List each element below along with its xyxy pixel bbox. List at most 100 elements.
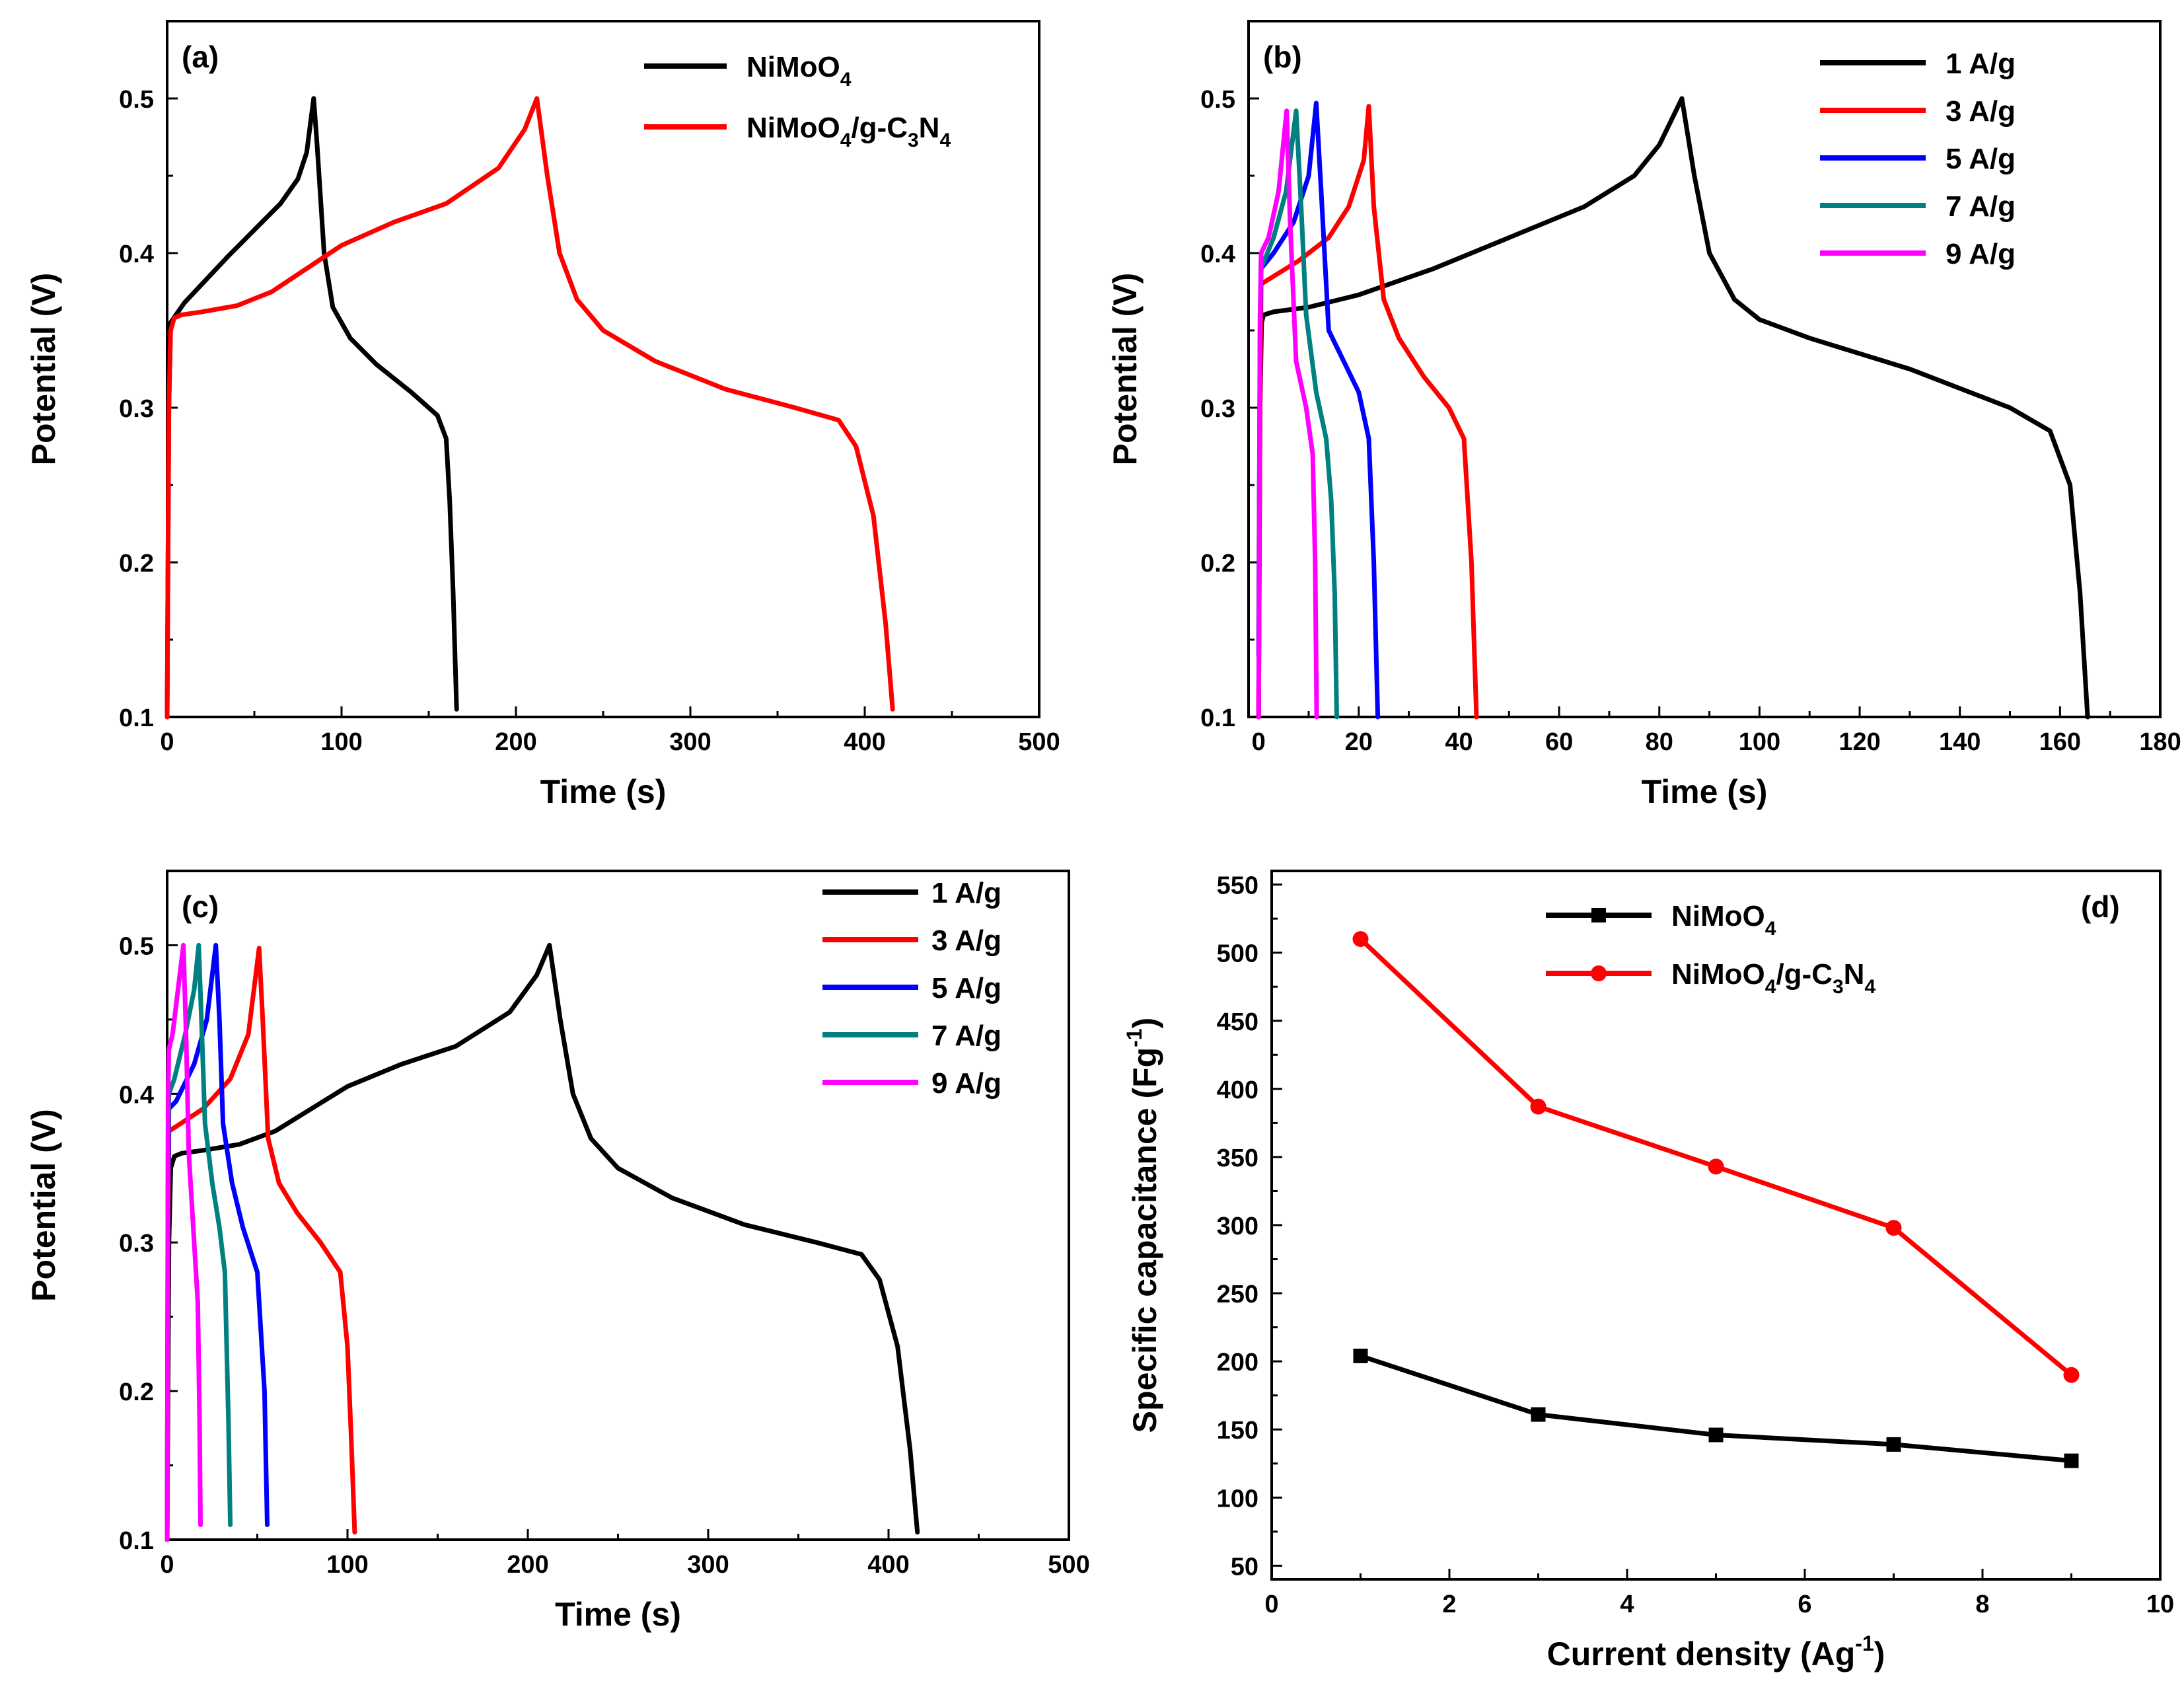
y-tick-label: 150 (1217, 1417, 1258, 1445)
x-tick-label: 100 (1739, 728, 1780, 756)
y-tick-label: 350 (1217, 1145, 1258, 1172)
y-tick-label: 0.1 (119, 704, 154, 732)
x-tick-label: 160 (2039, 728, 2081, 756)
legend-label: NiMoO4/g-C3N4 (1671, 958, 1875, 998)
series-line-3-A-g (164, 946, 357, 1542)
plot-frame (1247, 20, 2162, 718)
y-tick-label: 0.5 (1200, 86, 1235, 114)
legend-label: 9 A/g (931, 1067, 1001, 1100)
x-tick-label: 140 (1939, 728, 1981, 756)
x-tick-label: 40 (1445, 728, 1473, 756)
x-tick-label: 400 (844, 728, 885, 756)
x-tick-label: 500 (1018, 728, 1060, 756)
x-tick-label: 80 (1646, 728, 1673, 756)
legend-label: 7 A/g (1946, 190, 2016, 223)
x-tick-label: 300 (687, 1551, 729, 1579)
y-tick-label: 0.3 (119, 1230, 154, 1258)
x-tick-label: 500 (1048, 1551, 1089, 1579)
legend-label: 5 A/g (931, 972, 1001, 1004)
x-tick-label: 4 (1620, 1591, 1634, 1618)
y-tick-label: 250 (1217, 1281, 1258, 1308)
y-tick-label: 0.2 (119, 550, 154, 578)
data-point-square (1531, 1407, 1546, 1422)
chart-panel-2: 0 100 200 300 400 500 0.1 0.2 0.3 0.4 0.5 Time (s) P… (25, 870, 1090, 1633)
series-line-7-A-g (1256, 108, 1339, 720)
x-tick-label: 0 (160, 1551, 174, 1579)
x-tick-label: 20 (1345, 728, 1373, 756)
x-tick-label: 180 (2139, 728, 2181, 756)
data-point-square (1708, 1427, 1724, 1443)
chart-panel-0: 0 100 200 300 400 500 0.1 0.2 0.3 0.4 0.5 Time (s) P… (25, 20, 1060, 810)
plot-frame (166, 20, 1040, 718)
plot-frame (166, 870, 1070, 1541)
x-tick-label: 8 (1975, 1591, 1989, 1618)
legend-label: 7 A/g (931, 1020, 1001, 1052)
legend-marker (1591, 908, 1606, 922)
data-point-circle (1530, 1098, 1547, 1115)
series-line-NiMoO4-g-C3N4 (164, 96, 895, 720)
x-axis-label: Time (s) (540, 773, 667, 810)
y-tick-label: 200 (1217, 1349, 1258, 1376)
y-tick-label: 300 (1217, 1213, 1258, 1240)
series-line-NiMoO4 (164, 96, 459, 720)
legend-marker (1591, 965, 1607, 981)
x-tick-label: 200 (507, 1551, 548, 1579)
y-tick-label: 0.4 (119, 1081, 154, 1109)
x-tick-label: 300 (669, 728, 711, 756)
y-axis-label: Potential (V) (25, 1109, 62, 1302)
y-tick-label: 0.5 (119, 86, 154, 114)
x-tick-label: 120 (1838, 728, 1880, 756)
y-tick-label: 0.1 (119, 1527, 154, 1555)
data-point-circle (1708, 1158, 1724, 1175)
y-tick-label: 400 (1217, 1076, 1258, 1104)
x-axis-label: Time (s) (1642, 773, 1768, 810)
x-tick-label: 200 (495, 728, 536, 756)
x-axis-label: Time (s) (555, 1596, 681, 1633)
panel-label: (d) (2081, 889, 2120, 924)
y-axis-label: Specific capacitance (Fg-1) (1122, 1018, 1163, 1433)
x-axis-label: Current density (Ag-1) (1547, 1632, 1885, 1672)
series-line-NiMoO4 (1358, 1353, 2074, 1464)
y-axis-label: Potential (V) (1107, 273, 1144, 466)
y-axis-label: Potential (V) (25, 273, 62, 466)
y-tick-label: 450 (1217, 1008, 1258, 1036)
legend-label: 3 A/g (1946, 95, 2016, 128)
y-tick-label: 0.4 (119, 241, 154, 268)
x-tick-label: 100 (326, 1551, 368, 1579)
series-line-3-A-g (1256, 104, 1479, 720)
data-point-square (2064, 1453, 2079, 1468)
x-tick-label: 0 (160, 728, 174, 756)
series-line-9-A-g (164, 942, 203, 1542)
data-point-circle (1352, 931, 1369, 948)
legend-label: 3 A/g (931, 924, 1001, 957)
panel-label: (c) (182, 889, 219, 924)
y-tick-label: 50 (1231, 1553, 1258, 1581)
legend-label: NiMoO4/g-C3N4 (746, 112, 951, 151)
y-tick-label: 0.5 (119, 932, 154, 960)
y-tick-label: 100 (1217, 1485, 1258, 1513)
series-line-9-A-g (1256, 108, 1319, 720)
legend-label: 1 A/g (1946, 48, 2016, 80)
x-tick-label: 10 (2146, 1591, 2174, 1618)
legend-label: 1 A/g (931, 877, 1001, 909)
x-tick-label: 6 (1798, 1591, 1811, 1618)
data-point-circle (1885, 1220, 1902, 1236)
legend-label: 9 A/g (1946, 238, 2016, 270)
panel-label: (b) (1263, 40, 1302, 74)
x-tick-label: 60 (1545, 728, 1573, 756)
data-point-square (1886, 1437, 1901, 1452)
y-tick-label: 500 (1217, 940, 1258, 968)
legend-label: NiMoO4 (746, 51, 852, 91)
y-tick-label: 0.2 (1200, 550, 1235, 578)
y-tick-label: 550 (1217, 872, 1258, 900)
x-tick-label: 0 (1252, 728, 1266, 756)
y-tick-label: 0.1 (1200, 704, 1235, 732)
series-line-1-A-g (1256, 96, 2090, 720)
x-tick-label: 2 (1442, 1591, 1456, 1618)
y-tick-label: 0.3 (1200, 395, 1235, 423)
legend-label: NiMoO4 (1671, 900, 1776, 940)
x-tick-label: 0 (1264, 1591, 1278, 1618)
y-tick-label: 0.3 (119, 395, 154, 423)
chart-panel-1: 0 20 40 60 80 100 120 140 160 180 0.1 0.2 0.3 0.4 0.5 T… (1107, 20, 2181, 810)
